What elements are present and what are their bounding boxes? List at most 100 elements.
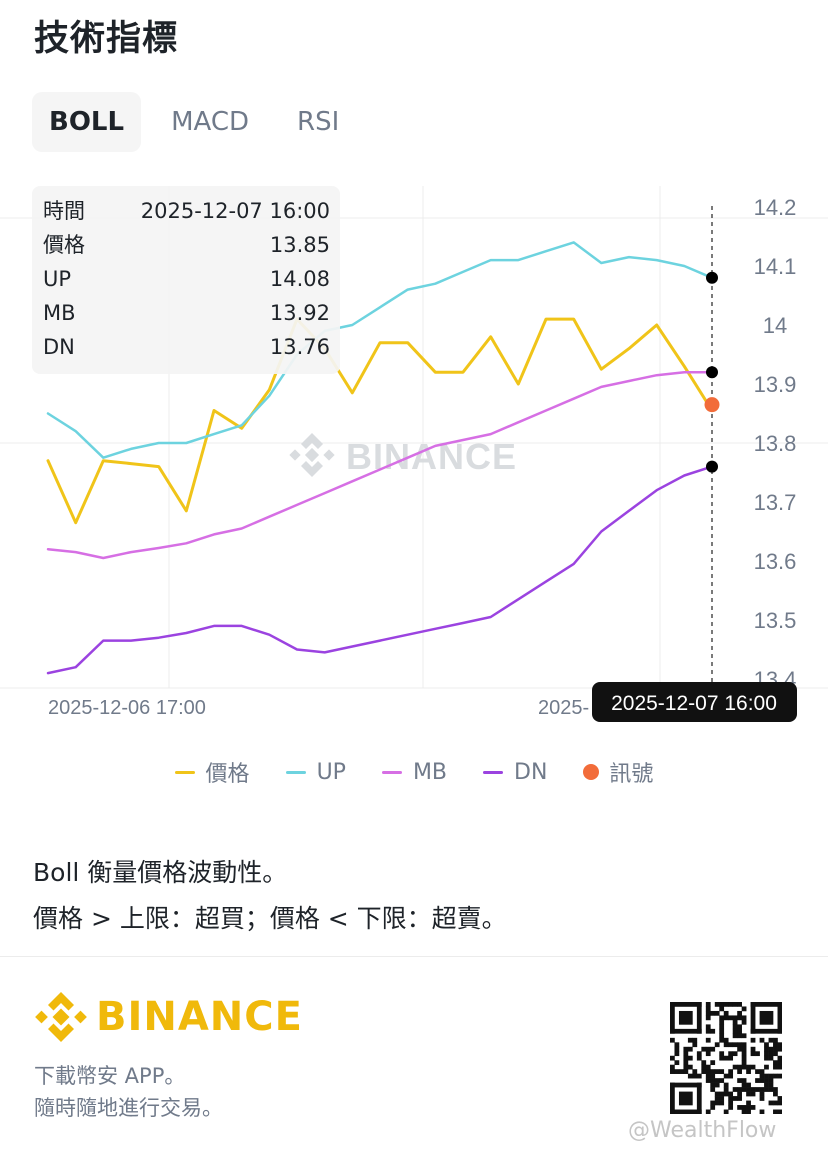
y-tick-label: 13.7	[754, 490, 797, 515]
y-tick-label: 13.9	[754, 372, 797, 397]
tab-boll[interactable]: BOLL	[32, 92, 142, 152]
qr-module	[773, 1046, 778, 1052]
qr-module	[719, 1019, 725, 1025]
qr-module	[710, 1087, 716, 1092]
qr-module	[719, 1002, 725, 1007]
qr-module	[741, 1055, 747, 1061]
qr-module	[750, 1091, 756, 1097]
qr-module	[773, 1100, 778, 1106]
qr-module	[705, 1015, 711, 1021]
qr-module	[759, 1078, 765, 1083]
brand-wordmark: BINANCE	[96, 994, 303, 1040]
qr-module	[764, 1078, 769, 1083]
qr-module	[705, 1037, 711, 1043]
download-line-2: 隨時隨地進行交易。	[34, 1096, 223, 1120]
qr-module	[701, 1060, 707, 1066]
qr-module	[741, 1019, 747, 1025]
qr-module	[777, 1073, 782, 1079]
qr-module	[741, 1078, 747, 1083]
y-tick-label: 13.8	[754, 431, 797, 456]
crosshair	[704, 206, 720, 688]
qr-code-icon[interactable]	[670, 1002, 782, 1114]
qr-module	[746, 1082, 751, 1088]
qr-module	[710, 1100, 716, 1106]
y-tick-label: 14	[763, 313, 787, 338]
qr-module	[710, 1073, 716, 1079]
qr-module	[737, 1033, 742, 1039]
qr-module	[705, 1069, 711, 1074]
qr-module	[737, 1064, 742, 1070]
qr-module	[732, 1019, 738, 1025]
qr-module	[768, 1037, 774, 1043]
legend-swatch	[381, 770, 402, 774]
qr-module	[705, 1109, 711, 1114]
legend-swatch	[285, 770, 306, 774]
divider	[0, 956, 828, 957]
qr-module	[759, 1109, 765, 1114]
qr-module	[750, 1087, 756, 1092]
qr-module	[670, 1002, 675, 1034]
qr-module	[674, 1051, 680, 1057]
tab-rsi[interactable]: RSI	[297, 107, 340, 137]
qr-module	[670, 1002, 702, 1007]
qr-module	[728, 1015, 734, 1021]
qr-module	[773, 1060, 778, 1066]
qr-module	[674, 1046, 680, 1052]
qr-module	[710, 1082, 716, 1088]
download-line-1: 下載幣安 APP。	[34, 1064, 186, 1088]
qr-module	[777, 1046, 782, 1052]
qr-module	[728, 1055, 734, 1061]
qr-module	[710, 1078, 716, 1083]
tab-macd[interactable]: MACD	[171, 107, 249, 137]
qr-module	[670, 1037, 675, 1043]
qr-module	[741, 1015, 747, 1021]
qr-module	[750, 1051, 756, 1057]
qr-module	[768, 1055, 774, 1061]
page-title: 技術指標	[34, 19, 179, 59]
qr-module	[768, 1082, 774, 1088]
qr-module	[683, 1055, 689, 1061]
qr-module	[768, 1051, 774, 1057]
qr-module	[719, 1055, 725, 1061]
qr-module	[701, 1064, 707, 1070]
qr-module	[773, 1042, 778, 1048]
qr-module	[674, 1060, 680, 1066]
qr-module	[714, 1100, 720, 1106]
qr-module	[737, 1105, 742, 1110]
crosshair-point	[706, 460, 718, 473]
qr-module	[719, 1015, 725, 1021]
qr-module	[741, 1033, 747, 1039]
qr-module	[737, 1091, 742, 1097]
series-line-up	[46, 241, 714, 459]
qr-module	[710, 1010, 716, 1016]
qr-module	[773, 1091, 778, 1097]
qr-module	[741, 1060, 747, 1066]
qr-module	[670, 1055, 675, 1061]
qr-module	[737, 1069, 742, 1074]
qr-module	[670, 1082, 675, 1114]
qr-module	[777, 1109, 782, 1114]
qr-module	[750, 1002, 756, 1034]
qr-module	[705, 1028, 711, 1034]
qr-module	[687, 1055, 693, 1061]
qr-module	[705, 1051, 711, 1057]
qr-module	[674, 1069, 680, 1074]
qr-module	[683, 1046, 689, 1052]
qr-module	[705, 1064, 711, 1070]
qr-module	[737, 1087, 742, 1092]
qr-module	[714, 1082, 720, 1088]
qr-module	[710, 1105, 716, 1110]
legend-swatch	[174, 770, 195, 774]
qr-module	[746, 1087, 751, 1092]
boll-chart[interactable]: BINANCE 14.214.11413.913.813.713.613.513…	[0, 170, 828, 730]
qr-module	[719, 1069, 725, 1074]
qr-module	[750, 1105, 756, 1110]
qr-module	[777, 1002, 782, 1034]
qr-module	[728, 1096, 734, 1101]
qr-module	[732, 1028, 738, 1034]
qr-module	[705, 1006, 711, 1012]
y-tick-label: 13.5	[754, 608, 797, 633]
qr-module	[732, 1087, 738, 1092]
qr-module	[737, 1024, 742, 1030]
qr-module	[777, 1064, 782, 1070]
